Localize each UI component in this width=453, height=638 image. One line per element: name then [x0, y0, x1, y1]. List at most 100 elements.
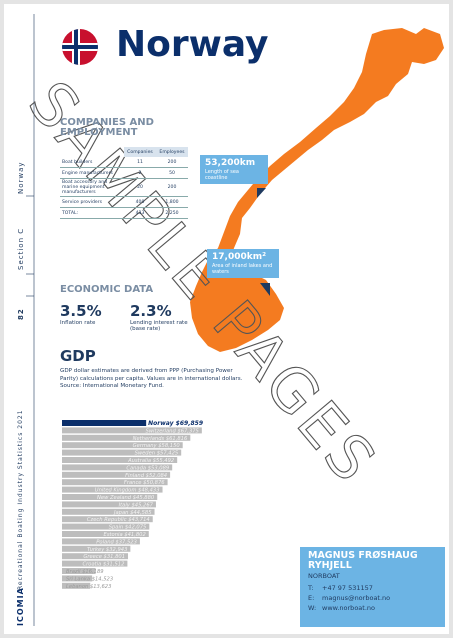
gdp-bar-label: Spain $42,075 — [109, 525, 147, 531]
gdp-bar-label: Japan $44,585 — [113, 510, 152, 516]
gdp-bar — [62, 575, 93, 582]
table-row: Boat builders 11 200 — [60, 157, 188, 168]
callout-notch — [260, 283, 270, 296]
gdp-description: GDP dollar estimates are derived from PP… — [60, 368, 243, 389]
stat-value: 2.3% — [130, 302, 172, 320]
stat-label: Inflation rate — [60, 320, 96, 326]
table-cell: 2 — [124, 167, 156, 179]
table-cell: Boat accessory and marine equipment manu… — [60, 178, 124, 197]
table-cell: 200 — [156, 157, 188, 168]
gdp-bar-label: Switzerland $67,375 — [145, 428, 199, 434]
gdp-bar-label: Australia $55,492 — [127, 458, 174, 464]
gdp-bar — [62, 531, 149, 537]
header-cell: Employees — [156, 147, 188, 157]
table-cell: 400 — [124, 196, 156, 208]
callout: 53,200km Length of sea coastline — [200, 155, 268, 184]
table-row: Service providers 400 1,800 — [60, 196, 188, 208]
contact-key: W: — [308, 604, 317, 612]
table-cell: 20 — [124, 178, 156, 197]
sidebar-page-number: 82 — [17, 308, 25, 320]
table-cell: 50 — [156, 167, 188, 179]
contact-key: T: — [308, 584, 314, 592]
logo: ICOMIA — [16, 587, 25, 626]
callout-label: Length of sea coastline — [205, 169, 239, 181]
contact-company: NORBOAT — [308, 572, 340, 580]
document: Norway $69,859 Switzerland $67,375 Netherl… — [4, 4, 449, 634]
contact-line: W: www.norboat.no — [308, 603, 437, 613]
gdp-bar-label: Italy $45,267 — [119, 502, 154, 508]
section-title: COMPANIES AND EMPLOYMENT — [60, 117, 154, 138]
sidebar-publication: Recreational Boating Industry Statistics… — [17, 409, 24, 590]
title: Norway — [116, 24, 269, 65]
table-cell: 2,250 — [156, 207, 188, 219]
gdp-bar-label: Turkey $32,943 — [87, 547, 127, 553]
gdp-bar — [62, 501, 156, 508]
header-cell: Companies — [124, 147, 156, 157]
gdp-bar-label: Greece $31,801 — [83, 554, 125, 560]
contact-line: T: +47 97 531157 — [308, 583, 437, 593]
section-title: ECONOMIC DATA — [60, 284, 154, 295]
companies-table: Companies Employees Boat builders 11 200 Engi… — [60, 147, 188, 219]
table-cell: 433 — [124, 207, 156, 219]
table-row: Engine manufacturers 2 50 — [60, 167, 188, 179]
contact-value: +47 97 531157 — [322, 584, 373, 592]
gdp-bar-label: Croatia $31,512 — [83, 562, 125, 568]
gdp-bar-label: Netherlands $61,816 — [133, 436, 188, 442]
gdp-bar-label: Czech Republic $43,714 — [87, 517, 150, 523]
gdp-bar-label: Germany $58,150 — [133, 443, 181, 449]
gdp-bar — [62, 508, 155, 515]
gdp-bar-label: Brazil $16,189 — [66, 569, 104, 575]
norway-map — [190, 28, 444, 352]
gdp-bar — [62, 538, 140, 545]
gdp-bar-label: France $50,876 — [124, 480, 165, 486]
contact-key: E: — [308, 594, 315, 602]
gdp-bar — [62, 471, 171, 478]
sidebar-section: Section C — [17, 227, 25, 270]
gdp-bar-label: Sri Lanka $14,523 — [66, 576, 113, 582]
callout-label: Area of inland lakes and waters — [212, 263, 273, 275]
flag — [62, 29, 98, 65]
contact-name: MAGNUS FRØSHAUG RYHJELL — [308, 550, 418, 571]
contact-line: E: magnus@norboat.no — [308, 593, 437, 603]
gdp-bar — [62, 427, 202, 434]
stat-value: 3.5% — [60, 302, 102, 320]
contact-value: magnus@norboat.no — [322, 594, 391, 602]
callout: 17,000km² Area of inland lakes and waters — [207, 249, 279, 278]
table-cell: Boat builders — [60, 157, 124, 168]
gdp-bar — [62, 568, 96, 574]
gdp-bar — [62, 434, 191, 441]
table-cell: TOTAL: — [60, 207, 124, 219]
gdp-bar — [62, 523, 150, 530]
gdp-bar — [62, 545, 131, 552]
section-title: GDP — [60, 347, 96, 365]
gdp-bar — [62, 560, 128, 567]
callout-notch — [257, 188, 266, 198]
gdp-bar — [62, 464, 173, 471]
table-row: TOTAL: 433 2,250 — [60, 207, 188, 219]
gdp-bar-label: Finland $52,084 — [125, 473, 167, 479]
gdp-bar — [62, 582, 91, 589]
gdp-bar — [62, 420, 147, 426]
gdp-bar-label: Estonia $41,802 — [104, 532, 146, 538]
gdp-bar-label: United Kingdom $48,433 — [95, 488, 160, 494]
gdp-bar — [62, 457, 178, 463]
gdp-bar-label: Lebanon $13,623 — [66, 584, 111, 590]
gdp-bar — [62, 516, 153, 523]
contact-lines: T: +47 97 531157 E: magnus@norboat.no W: www.… — [300, 583, 445, 613]
table-cell: 11 — [124, 157, 156, 168]
callout-value: 17,000km² — [212, 252, 267, 262]
gdp-bar — [62, 442, 183, 449]
sidebar-country: Norway — [17, 161, 25, 194]
gdp-bar — [62, 494, 158, 500]
gdp-bar-label: Poland $37,523 — [96, 539, 137, 545]
gdp-bar — [62, 449, 182, 456]
stat: 3.5% Inflation rate — [60, 302, 120, 326]
gdp-bar — [62, 479, 168, 486]
table-header: Companies Employees — [60, 147, 188, 157]
table-cell: Engine manufacturers — [60, 167, 124, 179]
table-row: Boat accessory and marine equipment manu… — [60, 178, 188, 197]
table-cell: Service providers — [60, 196, 124, 208]
